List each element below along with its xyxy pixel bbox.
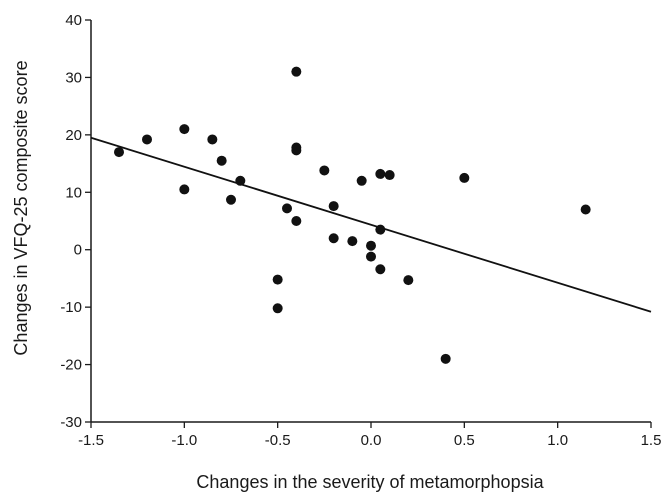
y-tick-label: -20	[60, 357, 82, 374]
data-point	[226, 194, 236, 205]
data-point	[272, 274, 283, 285]
x-tick-label: 1.0	[547, 432, 568, 449]
data-point	[179, 124, 190, 135]
x-tick-label: 0.0	[361, 432, 382, 449]
y-tick-label: 0	[74, 242, 82, 259]
data-point	[114, 147, 124, 158]
data-point	[328, 233, 339, 244]
x-tick-label: -0.5	[265, 432, 291, 449]
y-tick-label: -10	[60, 299, 82, 316]
data-point	[207, 134, 218, 145]
data-point	[216, 155, 227, 166]
y-tick-label: -30	[60, 414, 82, 431]
y-tick-label: 40	[65, 12, 82, 29]
data-point	[142, 134, 152, 145]
x-tick-label: 0.5	[454, 432, 475, 449]
data-point	[291, 145, 302, 156]
y-tick-label: 10	[65, 184, 82, 201]
data-point	[291, 66, 302, 77]
data-point	[282, 203, 292, 214]
y-tick-label: 20	[65, 127, 82, 144]
data-point	[375, 264, 386, 275]
x-tick-label: 1.5	[641, 432, 662, 449]
data-point	[366, 240, 376, 251]
data-point	[366, 251, 376, 262]
data-point	[235, 175, 246, 186]
data-point	[375, 224, 386, 235]
data-point	[356, 175, 367, 186]
data-point	[440, 353, 451, 364]
data-point	[179, 184, 190, 195]
y-axis-label: Changes in VFQ-25 composite score	[11, 60, 31, 355]
y-tick-label: 30	[65, 69, 82, 86]
data-point	[375, 168, 386, 179]
x-axis-label: Changes in the severity of metamorphopsi…	[196, 472, 544, 492]
data-point	[459, 172, 470, 183]
data-point	[580, 204, 591, 215]
data-point	[384, 170, 395, 181]
data-point	[328, 201, 339, 212]
x-tick-label: -1.5	[78, 432, 104, 449]
data-point	[291, 216, 302, 226]
x-tick-label: -1.0	[171, 432, 197, 449]
data-point	[319, 165, 330, 176]
data-point	[347, 236, 358, 247]
data-point	[403, 275, 414, 286]
data-point	[272, 303, 283, 314]
regression-line	[90, 136, 652, 313]
